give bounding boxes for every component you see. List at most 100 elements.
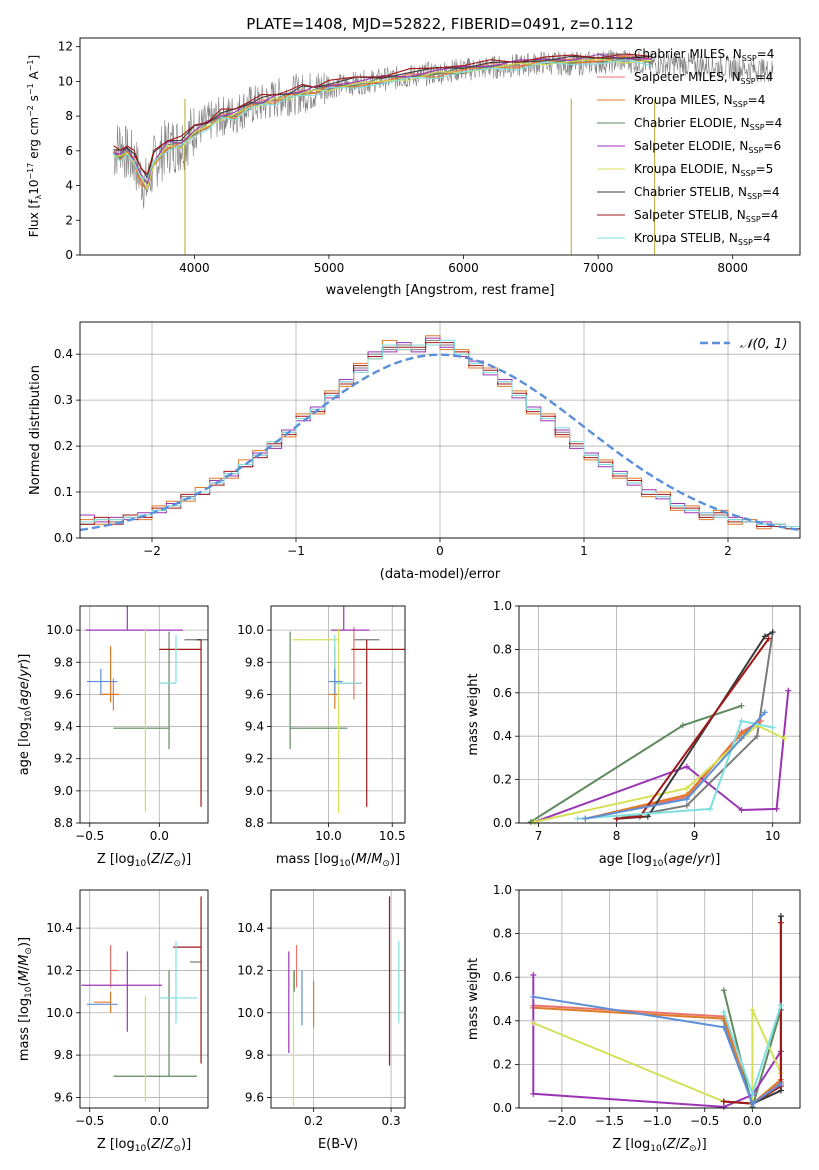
y-axis-label: mass [log10(M/M⊙)] [17,937,34,1061]
legend-label-4: Salpeter ELODIE, NSSP=6 [634,139,781,155]
x-tick-label: 0 [436,544,444,558]
gaussian-curve [80,353,800,532]
weight-marker-4 [683,763,690,770]
weight-marker-8 [738,718,745,725]
y-axis-label: Flux [fλ10−17 erg cm−2 s−1 A−1] [26,55,43,237]
y-tick-label: 0.0 [54,531,73,545]
legend-label-5: Kroupa ELODIE, NSSP=5 [634,162,773,178]
weight-marker-4 [738,806,745,813]
x-axis-label: Z [log10(Z/Z⊙)] [612,1137,706,1154]
y-tick-label: 4 [65,179,73,193]
y-tick-label: 0.3 [54,393,73,407]
weight-marker-5 [781,735,788,742]
weight-marker-4 [530,1090,537,1097]
y-tick-label: 8.8 [54,816,73,830]
legend-label-6: Chabrier STELIB, NSSP=4 [634,185,780,201]
weight-marker-8 [777,1002,784,1009]
y-tick-label: 0.4 [493,1014,512,1028]
y-tick-label: 0.1 [54,485,73,499]
x-axis-label: age [log10(age/yr)] [599,852,721,869]
legend-label-3: Chabrier ELODIE, NSSP=4 [634,116,782,132]
legend-gaussian-label: 𝒩(0, 1) [740,337,787,352]
x-tick-label: −1 [287,544,305,558]
weight-marker-8 [707,805,714,812]
x-tick-label: 8 [613,829,621,843]
y-tick-label: 0.0 [493,816,512,830]
y-tick-label: 9.2 [245,752,264,766]
weight-line-2 [533,1006,782,1106]
axes-frame [79,37,801,256]
model-line-5 [113,58,653,191]
x-tick-label: −0.5 [75,1114,104,1128]
y-axis-label: Normed distribution [28,365,43,495]
weight-marker-7 [765,635,772,642]
y-tick-label: 0.2 [493,773,512,787]
legend-label-0: Chabrier MILES, NSSP=4 [634,47,774,63]
y-tick-label: 0.2 [54,439,73,453]
x-tick-label: 0.0 [150,829,169,843]
legend-label-7: Salpeter STELIB, NSSP=4 [634,208,778,224]
x-tick-label: 9 [691,829,699,843]
x-tick-label: 0.0 [743,1114,762,1128]
y-tick-label: 0.4 [54,347,73,361]
weight-marker-5 [530,1019,537,1026]
weight-marker-9 [738,735,745,742]
observed-spectrum-line [113,49,774,209]
axes-frame [79,605,209,824]
x-tick-label: −0.5 [75,829,104,843]
x-tick-label: 10.0 [315,829,342,843]
y-tick-label: 9.0 [245,784,264,798]
weight-marker-5 [749,1006,756,1013]
y-tick-label: 2 [65,213,73,227]
x-tick-label: −0.5 [690,1114,719,1128]
y-tick-label: 9.4 [245,720,264,734]
x-tick-label: 4000 [179,261,210,275]
x-tick-label: 7000 [583,261,614,275]
x-tick-label: −2 [143,544,161,558]
y-tick-label: 8.8 [245,816,264,830]
weight-line-5 [534,724,785,823]
weight-marker-9 [761,709,768,716]
x-axis-label: E(B-V) [318,1137,358,1152]
axes-frame [518,889,801,1109]
y-tick-label: 1.0 [493,599,512,613]
y-tick-label: 0 [65,248,73,262]
x-tick-label: 7 [535,829,543,843]
x-tick-label: 1 [580,544,588,558]
axes-frame [518,605,801,824]
y-tick-label: 1.0 [493,883,512,897]
axes-frame [270,605,406,824]
y-tick-label: 6 [65,144,73,158]
legend-label-2: Kroupa MILES, NSSP=4 [634,93,765,109]
weight-marker-4 [785,687,792,694]
weight-marker-8 [749,1090,756,1097]
axes-frame [270,889,406,1109]
y-tick-label: 0.8 [493,642,512,656]
weight-marker-1 [757,718,764,725]
weight-marker-4 [773,805,780,812]
model-line-7 [113,53,653,176]
weight-marker-6 [769,629,776,636]
legend-label-1: Salpeter MILES, NSSP=4 [634,70,773,86]
weight-line-9 [533,995,782,1106]
y-tick-label: 10.2 [46,963,73,977]
y-tick-label: 9.4 [54,720,73,734]
weight-line-9 [585,711,766,820]
x-tick-label: 2 [724,544,732,558]
y-tick-label: 0.4 [493,729,512,743]
axes-frame [79,889,209,1109]
x-axis-label: Z [log10(Z/Z⊙)] [97,1137,191,1154]
y-tick-label: 0.0 [493,1101,512,1115]
weight-marker-7 [720,1098,727,1105]
weight-marker-3 [679,722,686,729]
weight-marker-5 [531,818,538,825]
y-tick-label: 0.6 [493,686,512,700]
model-line-8 [113,59,653,180]
weight-marker-0 [683,802,690,809]
y-tick-label: 9.6 [245,687,264,701]
y-tick-label: 9.6 [54,687,73,701]
y-tick-label: 9.8 [54,1048,73,1062]
y-tick-label: 9.8 [245,1048,264,1062]
y-tick-label: 10.0 [46,623,73,637]
weight-marker-3 [720,987,727,994]
